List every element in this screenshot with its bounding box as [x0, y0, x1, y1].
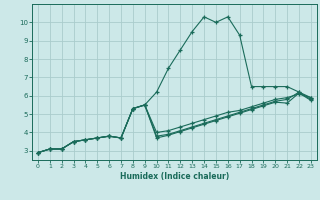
X-axis label: Humidex (Indice chaleur): Humidex (Indice chaleur)	[120, 172, 229, 181]
